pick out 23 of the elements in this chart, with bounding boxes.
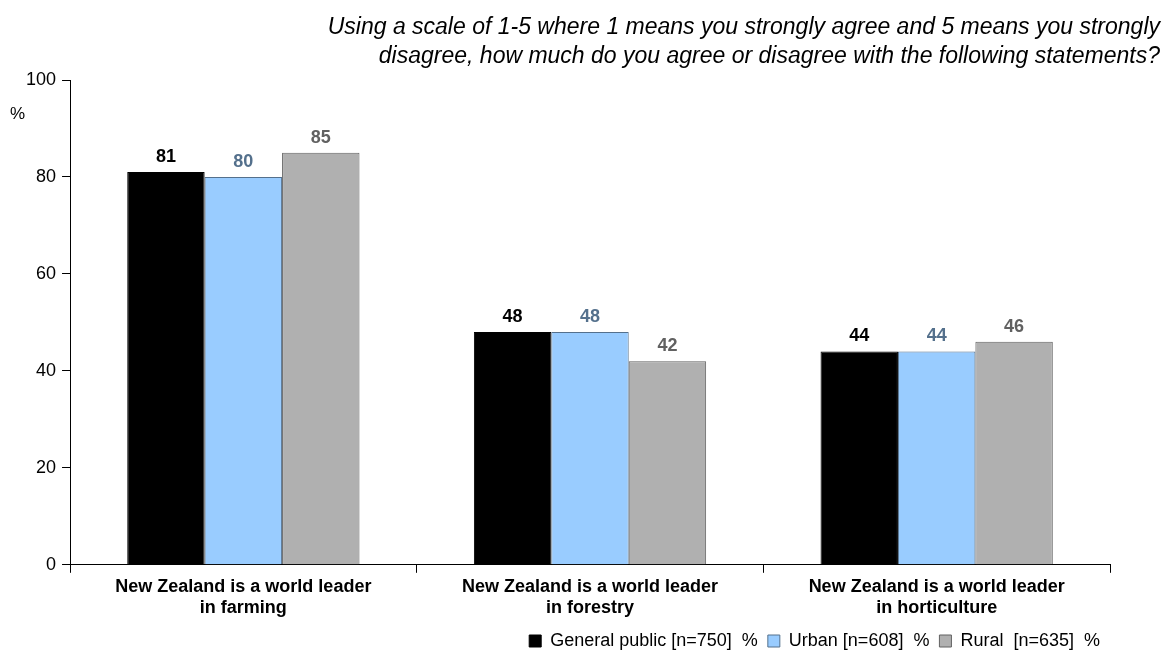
data-label: 46 [1004, 315, 1025, 336]
legend-label: Rural [n=635] % [960, 629, 1101, 650]
y-tick-label: 100 [25, 68, 57, 89]
y-tick-label: 80 [36, 165, 57, 186]
x-tick-label: New Zealand is a world leader in forestry [461, 575, 719, 618]
y-tick-label: 20 [36, 456, 57, 477]
data-label: 81 [155, 146, 176, 167]
data-label: 85 [310, 126, 331, 147]
data-label: 42 [657, 335, 678, 356]
y-tick-label: 40 [36, 359, 57, 380]
data-label: 44 [926, 325, 947, 346]
x-tick-label: New Zealand is a world leader in horticulture [808, 575, 1065, 618]
legend-label: Urban [n=608] % [788, 629, 930, 650]
data-label: 80 [233, 150, 254, 171]
chart-title: Using a scale of 1-5 where 1 means you strongly agree and 5 means you strongly disagree, how much do you agree or disagree with the following statements? [326, 12, 1160, 70]
data-label: 48 [580, 306, 601, 327]
data-label: 44 [849, 325, 870, 346]
data-label: 48 [502, 306, 523, 327]
y-tick-label: 0 [46, 553, 57, 574]
y-axis-title: % [10, 104, 26, 124]
y-tick-label: 60 [36, 262, 57, 283]
legend-label: General public [n=750] % [550, 629, 758, 650]
x-tick-label: New Zealand is a world leader in farming [115, 575, 372, 618]
